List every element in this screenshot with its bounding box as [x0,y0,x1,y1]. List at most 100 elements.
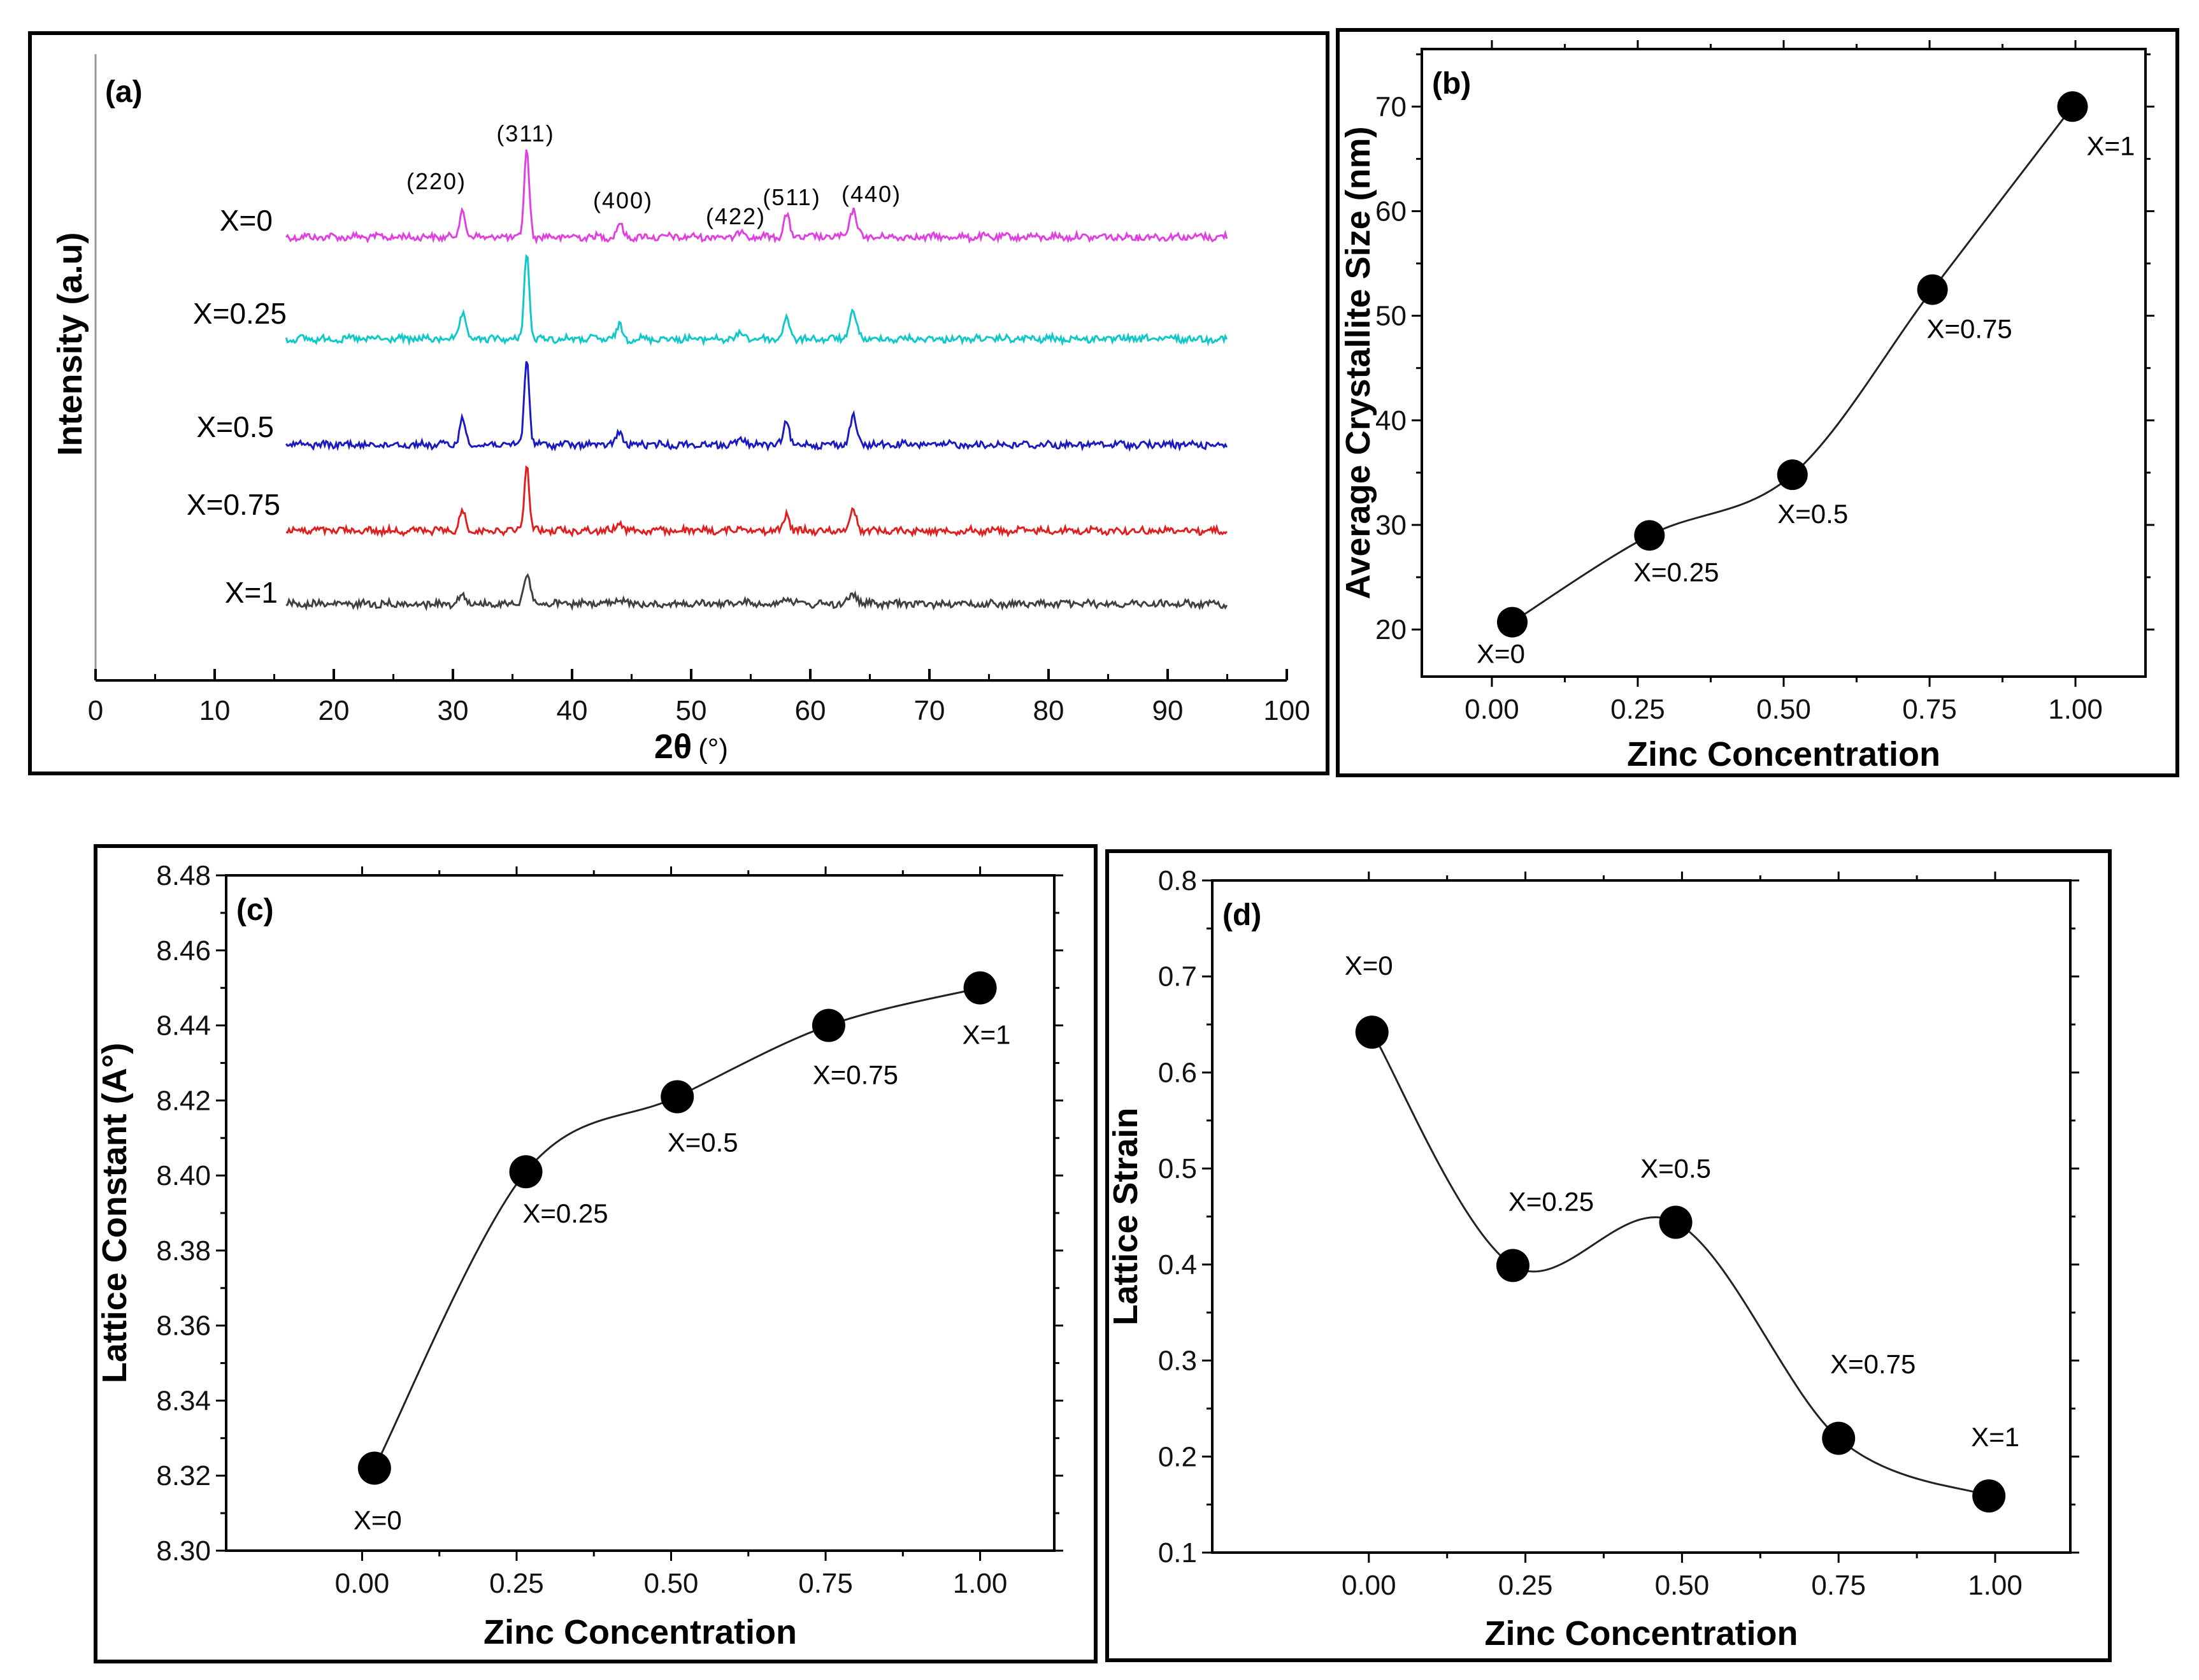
y-axis-label: Lattice Constant (A°) [96,1043,134,1384]
point-label: X=1 [963,1020,1011,1050]
panel-a-x-label-unit: (°) [698,733,728,765]
xrd-series-line [285,149,1228,245]
point-label: X=0 [1477,639,1525,669]
x-tick-label: 0.75 [798,1568,853,1599]
point-label: X=0.75 [1830,1349,1916,1379]
y-tick-label: 8.30 [156,1535,211,1567]
data-point [1355,1016,1389,1049]
x-tick-label: 0.00 [1342,1570,1396,1601]
point-label: X=0.75 [813,1060,898,1090]
x-axis-label: Zinc Concentration [483,1613,797,1651]
x-tick-label: 0.75 [1902,694,1957,725]
y-tick-label: 8.48 [156,860,211,891]
data-point [1822,1421,1856,1455]
x-tick-label: 20 [319,695,350,726]
x-tick-label: 100 [1263,695,1310,726]
panel-a-series: X=0 X=0.25 X=0.5 X=0.75 X=1 [187,149,1228,612]
x-tick-label: 10 [199,695,231,726]
plot-area [1421,48,2147,678]
y-tick-label: 0.8 [1158,865,1197,896]
point-label: X=0.25 [1508,1186,1594,1216]
panel-d: 0.00 0.25 0.50 0.75 1.00 0.1 0.2 0.3 0.4 0.5 0.6 0.… [1107,865,2079,1653]
x-tick-label: 50 [676,695,707,726]
point-label: X=0 [1345,951,1393,980]
point-label: X=1 [1971,1422,2019,1452]
peak-label: (220) [406,168,466,194]
x-axis-label: Zinc Concentration [1484,1614,1798,1653]
y-tick-label: 8.32 [156,1460,211,1491]
panel-label: (d) [1222,898,1261,932]
y-tick-label: 8.38 [156,1235,211,1267]
y-tick-label: 8.42 [156,1085,211,1116]
y-tick-label: 0.5 [1158,1153,1197,1184]
panel-a-y-label: Intensity (a.u) [51,232,89,456]
panel-a-peak-labels: (220) (311) (400) (422)(511) (440) [406,120,901,229]
data-point [1777,459,1808,491]
xrd-series-line [285,254,1228,347]
panel-c-frame [94,844,1098,1663]
x-tick-label: 70 [914,695,945,726]
panel-a-ticks: 0 10 20 30 40 50 60 70 80 90 100 [88,669,1310,726]
data-point [661,1080,694,1114]
xrd-series-line [285,361,1228,452]
data-point [812,1009,845,1042]
x-tick-label: 0.00 [335,1568,390,1599]
series-label: X=0.5 [197,410,275,443]
plot-area [225,874,1056,1552]
y-tick-label: 0.3 [1158,1346,1197,1377]
point-label: X=0.75 [1926,314,2012,344]
y-tick-label: 0.4 [1158,1249,1197,1281]
x-tick-label: 1.00 [1968,1570,2023,1601]
y-tick-label: 50 [1375,301,1407,332]
panel-a-frame [28,31,1329,775]
y-tick-label: 8.34 [156,1385,211,1416]
series-label: X=1 [225,576,278,609]
panel-a-label: (a) [105,75,143,109]
y-tick-label: 20 [1375,614,1407,645]
x-tick-label: 80 [1033,695,1064,726]
trend-line [373,987,980,1469]
x-tick-label: 0 [88,695,103,726]
y-axis-label: Lattice Strain [1107,1107,1145,1325]
data-point [357,1451,391,1485]
data-point [1917,274,1948,305]
point-label: X=0.5 [1777,499,1848,529]
xrd-series-line [285,573,1228,612]
x-tick-label: 0.25 [1610,694,1665,725]
y-tick-label: 0.1 [1158,1537,1197,1569]
point-label: X=0 [354,1505,402,1535]
x-tick-label: 90 [1152,695,1184,726]
x-tick-label: 0.50 [1655,1570,1710,1601]
y-tick-label: 70 [1375,91,1407,122]
peak-label: (422) [706,203,766,229]
point-label: X=1 [2087,131,2135,161]
x-tick-label: 60 [795,695,826,726]
trend-line [1371,1031,1989,1497]
xrd-series-line [285,465,1228,538]
panel-c: 0.00 0.25 0.50 0.75 1.00 8.30 8.32 8.34 8.36 8.38… [96,860,1063,1651]
plot-area [1211,879,2072,1554]
x-tick-label: 1.00 [953,1568,1008,1599]
peak-label: (511) [763,184,820,210]
data-point [509,1155,543,1189]
y-tick-label: 40 [1375,405,1407,436]
panel-a-x-label-main: 2θ [654,728,692,766]
series-label: X=0.75 [187,488,280,521]
x-tick-label: 30 [438,695,469,726]
data-point [1972,1479,2006,1513]
peak-label: (440) [842,181,901,207]
point-label: X=0.25 [522,1198,608,1228]
point-label: X=0.25 [1633,557,1719,587]
y-tick-label: 8.46 [156,935,211,966]
y-axis-label: Average Crystallite Size (nm) [1339,126,1377,599]
peak-label: (311) [496,120,554,147]
x-tick-label: 0.00 [1465,694,1519,725]
panel-b-frame [1336,28,2179,777]
x-tick-label: 0.75 [1811,1570,1866,1601]
x-tick-label: 0.50 [1756,694,1811,725]
data-point [1496,1249,1529,1282]
y-tick-label: 30 [1375,510,1407,541]
data-point [1634,520,1665,551]
trend-line [1512,106,2074,623]
